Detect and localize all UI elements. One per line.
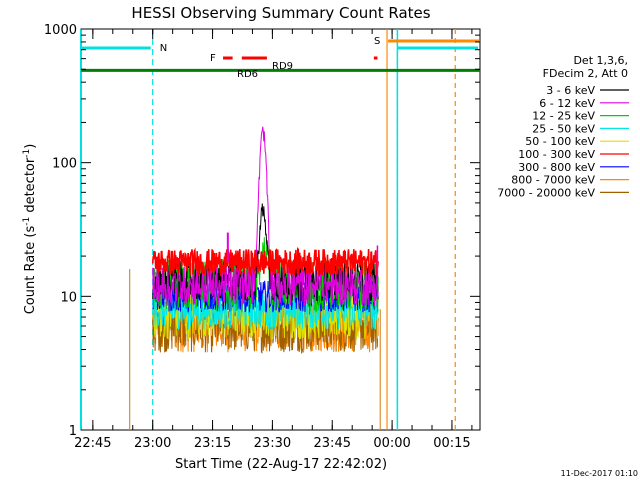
flare-label: F bbox=[210, 53, 216, 64]
legend-label: 7000 - 20000 keV bbox=[497, 186, 595, 199]
legend-label: 6 - 12 keV bbox=[539, 97, 595, 110]
x-axis-label: Start Time (22-Aug-17 22:42:02) bbox=[175, 457, 387, 472]
plot-frame bbox=[80, 28, 481, 431]
legend-label: 3 - 6 keV bbox=[546, 84, 595, 97]
legend-header: FDecim 2, Att 0 bbox=[543, 67, 628, 80]
y-tick-label: 1 bbox=[69, 424, 77, 439]
y-tick-label: 1000 bbox=[44, 23, 77, 38]
legend-label: 50 - 100 keV bbox=[525, 135, 595, 148]
chart-title: HESSI Observing Summary Count Rates bbox=[131, 4, 430, 22]
x-tick-label: 23:30 bbox=[254, 436, 291, 451]
legend-label: 100 - 300 keV bbox=[518, 148, 595, 161]
legend-header: Det 1,3,6, bbox=[573, 54, 628, 67]
x-tick-label: 00:15 bbox=[433, 436, 470, 451]
y-tick-label: 100 bbox=[52, 157, 77, 172]
x-tick-label: 23:45 bbox=[314, 436, 351, 451]
series-line-6 bbox=[151, 247, 379, 279]
rd-label: RD9 bbox=[272, 61, 293, 72]
y-axis-label: Count Rate (s-1 detector-1) bbox=[22, 144, 38, 315]
night-label: N bbox=[160, 43, 167, 54]
legend-label: 300 - 800 keV bbox=[518, 161, 595, 174]
legend-label: 800 - 7000 keV bbox=[511, 174, 595, 187]
chart-axes: 1 10 100 1000 22:45 23:00 23:15 23:30 23:45 00:00… bbox=[44, 23, 480, 451]
x-tick-label: 22:45 bbox=[74, 436, 111, 451]
saa-label: S bbox=[374, 36, 380, 47]
series-line-2 bbox=[152, 126, 379, 306]
rd-label: RD6 bbox=[237, 69, 258, 80]
x-tick-label: 23:00 bbox=[134, 436, 171, 451]
x-tick-label: 23:15 bbox=[194, 436, 231, 451]
legend-label: 25 - 50 keV bbox=[532, 122, 595, 135]
y-tick-label: 10 bbox=[60, 290, 77, 305]
footer-timestamp: 11-Dec-2017 01:10 bbox=[561, 469, 638, 478]
legend-label: 12 - 25 keV bbox=[532, 110, 595, 123]
chart-marks: N S F RD6 RD9 bbox=[80, 29, 480, 430]
x-tick-label: 00:00 bbox=[373, 436, 410, 451]
